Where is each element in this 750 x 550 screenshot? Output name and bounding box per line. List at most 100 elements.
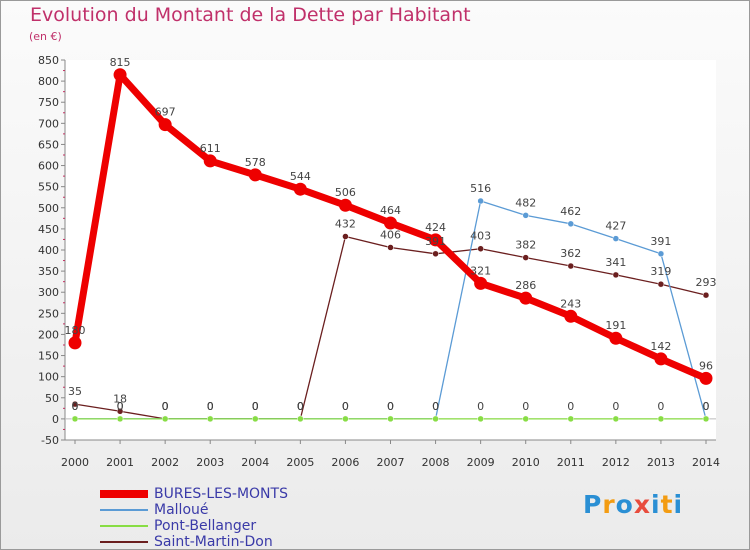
legend-item: Saint-Martin-Don — [100, 534, 360, 550]
data-point — [522, 212, 529, 219]
data-label: 0 — [117, 400, 124, 413]
data-label: 482 — [515, 196, 536, 209]
data-point — [612, 235, 620, 242]
legend-item: BURES-LES-MONTS — [100, 486, 360, 502]
data-label: 319 — [650, 265, 671, 278]
data-label: 0 — [522, 400, 529, 413]
chart-legend: BURES-LES-MONTS Malloué Pont-Bellanger Sain… — [100, 486, 360, 550]
data-label: 424 — [425, 221, 446, 234]
data-point — [522, 254, 529, 261]
y-tick-label: 250 — [38, 307, 59, 320]
data-point — [158, 118, 172, 132]
data-label: 0 — [297, 400, 304, 413]
data-label: 0 — [432, 400, 439, 413]
y-tick-label: 200 — [38, 328, 59, 341]
data-point — [657, 415, 665, 423]
data-point — [384, 216, 397, 230]
legend-swatch — [100, 541, 148, 543]
data-label: 611 — [200, 142, 221, 155]
data-label: 815 — [110, 56, 131, 69]
y-tick-label: 850 — [38, 54, 59, 67]
x-tick-label: 2006 — [331, 456, 359, 469]
data-point — [203, 154, 217, 168]
data-label: 427 — [605, 220, 626, 233]
legend-item: Malloué — [100, 502, 360, 518]
data-point — [702, 291, 710, 299]
data-point — [432, 415, 439, 423]
data-label: 0 — [207, 400, 214, 413]
x-tick-label: 2014 — [692, 456, 720, 469]
data-label: 0 — [657, 400, 664, 413]
data-point — [702, 415, 710, 423]
data-point — [564, 309, 578, 323]
data-point — [477, 245, 484, 252]
legend-label: Pont-Bellanger — [154, 518, 257, 534]
data-point — [252, 415, 259, 423]
y-tick-label: -50 — [41, 434, 59, 447]
data-point — [161, 415, 169, 423]
x-tick-label: 2001 — [106, 456, 134, 469]
x-tick-label: 2004 — [241, 456, 269, 469]
y-tick-label: 350 — [38, 265, 59, 278]
x-tick-label: 2011 — [557, 456, 585, 469]
data-label: 243 — [560, 297, 581, 310]
data-point — [567, 220, 575, 228]
data-label: 697 — [155, 106, 176, 119]
x-tick-label: 2000 — [61, 456, 89, 469]
data-point — [429, 233, 443, 247]
data-label: 506 — [335, 186, 356, 199]
x-tick-label: 2010 — [512, 456, 540, 469]
legend-label: BURES-LES-MONTS — [154, 486, 288, 502]
data-point — [71, 415, 79, 423]
y-tick-label: 650 — [38, 138, 59, 151]
data-label: 191 — [605, 319, 626, 332]
y-tick-label: 600 — [38, 160, 59, 173]
data-label: 0 — [612, 400, 619, 413]
y-tick-label: 550 — [38, 181, 59, 194]
data-point — [474, 276, 488, 290]
data-point — [206, 415, 214, 423]
data-point — [68, 336, 82, 350]
y-tick-label: 100 — [38, 371, 59, 384]
data-point — [612, 415, 620, 423]
x-tick-label: 2003 — [196, 456, 224, 469]
data-point — [293, 182, 307, 196]
data-label: 544 — [290, 170, 311, 183]
data-label: 432 — [335, 217, 356, 230]
data-point — [342, 415, 349, 423]
data-point — [609, 331, 623, 345]
data-point — [248, 168, 262, 182]
y-tick-label: 800 — [38, 75, 59, 88]
data-point — [432, 250, 439, 258]
x-tick-label: 2013 — [647, 456, 675, 469]
data-label: 403 — [470, 230, 491, 243]
data-label: 0 — [207, 400, 214, 413]
data-point — [654, 352, 668, 366]
legend-swatch — [100, 490, 148, 498]
data-label: 0 — [162, 400, 169, 413]
data-label: 0 — [72, 400, 79, 413]
data-label: 0 — [207, 400, 214, 413]
y-tick-label: 0 — [52, 413, 59, 426]
data-label: 0 — [252, 400, 259, 413]
data-point — [116, 408, 124, 415]
data-label: 0 — [162, 400, 169, 413]
y-tick-label: 450 — [38, 223, 59, 236]
data-point — [297, 415, 304, 423]
logo-letter: r — [602, 490, 616, 519]
data-label: 0 — [252, 400, 259, 413]
data-label: 0 — [387, 400, 394, 413]
data-label: 0 — [387, 400, 394, 413]
data-label: 382 — [515, 239, 536, 252]
data-label: 0 — [567, 400, 574, 413]
data-point — [387, 244, 394, 251]
data-label: 0 — [252, 400, 259, 413]
data-label: 0 — [342, 400, 349, 413]
data-label: 0 — [297, 400, 304, 413]
data-label: 96 — [699, 359, 713, 372]
y-tick-label: 500 — [38, 202, 59, 215]
x-tick-label: 2009 — [467, 456, 495, 469]
data-label: 0 — [297, 400, 304, 413]
data-label: 578 — [245, 156, 266, 169]
data-label: 516 — [470, 182, 491, 195]
